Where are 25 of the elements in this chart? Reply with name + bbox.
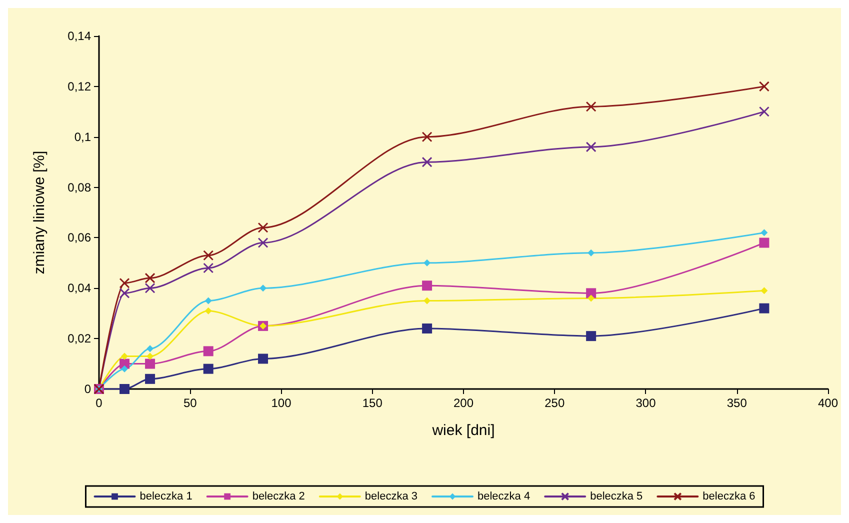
legend-label: beleczka 3 [364, 490, 418, 502]
x-tick-label: 350 [726, 396, 748, 410]
legend-label: beleczka 5 [590, 490, 643, 502]
y-tick-label: 0,14 [68, 29, 92, 43]
y-tick-label: 0,04 [68, 281, 92, 296]
legend-label: beleczka 6 [702, 490, 756, 502]
legend-label: beleczka 4 [478, 490, 530, 502]
y-tick-label: 0,12 [68, 79, 92, 94]
y-axis-title: zmiany liniowe [%] [31, 150, 48, 274]
x-tick-label: 100 [271, 396, 292, 410]
y-tick-label: 0,06 [68, 230, 92, 245]
x-tick-label: 50 [183, 396, 198, 410]
x-tick-label: 0 [96, 396, 103, 410]
y-tick-label: 0,08 [68, 180, 92, 194]
x-axis-title: wiek [dni] [431, 422, 495, 439]
x-tick-label: 150 [362, 396, 383, 410]
x-tick-label: 400 [818, 396, 838, 410]
legend-label: beleczka 1 [140, 490, 192, 502]
x-tick-label: 200 [453, 396, 474, 410]
y-tick-label: 0 [84, 382, 92, 396]
x-tick-label: 250 [544, 396, 565, 410]
x-tick-label: 300 [636, 396, 656, 410]
legend-label: beleczka 2 [252, 490, 305, 502]
y-tick-label: 0,1 [74, 130, 92, 144]
y-tick-label: 0,02 [68, 332, 92, 346]
